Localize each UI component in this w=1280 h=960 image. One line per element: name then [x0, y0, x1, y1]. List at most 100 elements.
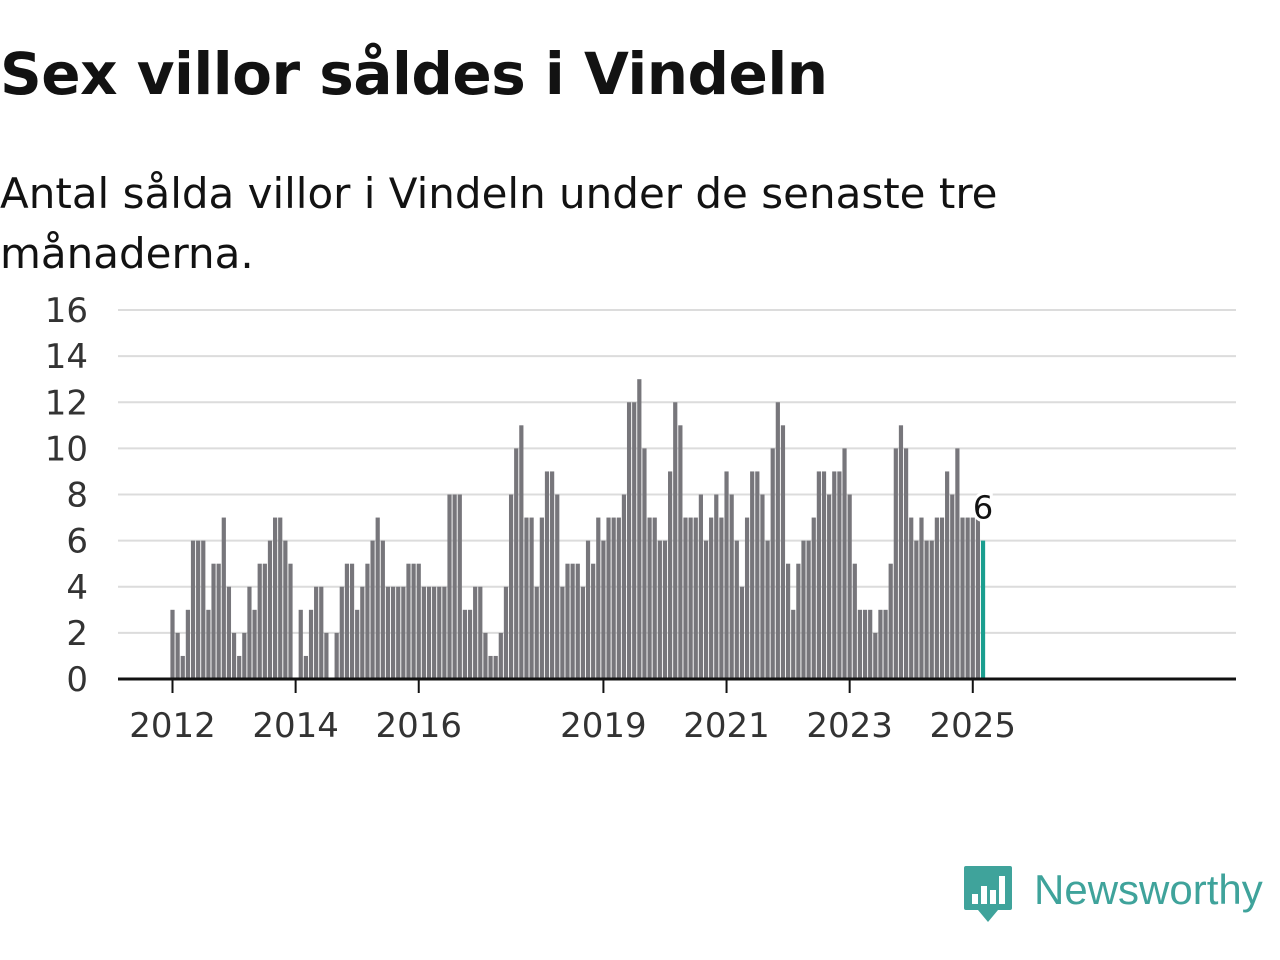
- bar: [945, 471, 950, 679]
- bar: [257, 563, 262, 679]
- bar: [416, 563, 421, 679]
- bar: [888, 563, 893, 679]
- bar: [447, 494, 452, 679]
- bar: [390, 586, 396, 679]
- bar: [529, 517, 534, 679]
- bar: [796, 563, 801, 679]
- bar: [406, 563, 411, 679]
- bar: [703, 540, 709, 680]
- bar: [626, 402, 632, 679]
- bar: [375, 517, 380, 679]
- bar: [534, 586, 539, 679]
- bar: [334, 632, 339, 680]
- bar: [847, 494, 852, 679]
- bar: [760, 494, 765, 679]
- bar: [909, 517, 914, 679]
- bar: [339, 586, 344, 679]
- bar: [591, 563, 596, 679]
- bar: [878, 609, 883, 679]
- bar: [401, 586, 406, 679]
- bar: [273, 517, 278, 679]
- brand-name: Newsworthy: [1034, 866, 1263, 913]
- bar: [221, 517, 226, 679]
- bar: [852, 563, 857, 679]
- bar: [514, 448, 519, 680]
- bar: [729, 494, 734, 679]
- x-tick-label: 2025: [930, 706, 1017, 746]
- bar: [201, 540, 206, 680]
- y-tick-label: 6: [66, 522, 88, 562]
- bar: [242, 632, 247, 680]
- bar: [365, 563, 370, 679]
- bar: [862, 609, 868, 679]
- bar: [811, 517, 816, 679]
- highlight-value-label: 6: [973, 489, 993, 527]
- x-tick-label: 2019: [560, 706, 647, 746]
- bar: [668, 471, 673, 679]
- bar: [170, 609, 175, 679]
- bar: [975, 517, 981, 679]
- bar: [344, 563, 350, 679]
- bar: [298, 609, 303, 679]
- bar: [278, 517, 283, 679]
- x-tick-label: 2016: [375, 706, 462, 746]
- bar: [267, 540, 273, 680]
- bar: [801, 540, 806, 680]
- bar: [924, 540, 929, 680]
- bar: [791, 609, 796, 679]
- bar: [442, 586, 447, 679]
- bar: [652, 517, 657, 679]
- bar: [719, 517, 724, 679]
- bar: [934, 517, 939, 679]
- bar: [493, 655, 498, 679]
- bar: [919, 517, 924, 679]
- bar: [842, 448, 847, 680]
- bar: [637, 379, 642, 679]
- bar: [770, 448, 775, 680]
- bar: [744, 517, 750, 679]
- y-tick-label: 12: [45, 383, 88, 423]
- y-tick-label: 2: [66, 614, 88, 654]
- bar: [647, 517, 652, 679]
- bar: [734, 540, 739, 680]
- bar: [211, 563, 216, 679]
- bar: [185, 609, 190, 679]
- bar: [560, 586, 565, 679]
- bar: [478, 586, 483, 679]
- bar: [739, 586, 745, 679]
- bar: [432, 586, 437, 679]
- bar: [539, 517, 544, 679]
- bar: [247, 586, 252, 679]
- bar: [596, 517, 601, 679]
- bar: [308, 609, 314, 679]
- chart-title: Sex villor såldes i Vindeln: [0, 40, 828, 108]
- bar: [467, 609, 473, 679]
- bar: [452, 494, 457, 679]
- bar: [421, 586, 426, 679]
- bar: [903, 448, 909, 680]
- bar: [832, 471, 837, 679]
- bar: [939, 517, 945, 679]
- bar: [483, 632, 488, 680]
- bar: [314, 586, 319, 679]
- bar: [226, 586, 232, 679]
- bar: [426, 586, 432, 679]
- bar: [601, 540, 606, 680]
- bar: [437, 586, 442, 679]
- bar: [231, 632, 237, 680]
- y-tick-label: 0: [66, 660, 88, 700]
- bar: [237, 655, 242, 679]
- y-axis-ticks: 0 2 4 6 8 10 12 14 16: [45, 291, 88, 700]
- bar: [724, 471, 729, 679]
- bar: [498, 632, 503, 680]
- x-tick-label: 2012: [129, 706, 216, 746]
- bar: [755, 471, 760, 679]
- newsworthy-logo[interactable]: Newsworthy: [962, 864, 1280, 928]
- bar: [196, 540, 201, 680]
- bar: [544, 471, 550, 679]
- bar: [473, 586, 478, 679]
- bar: [319, 586, 324, 679]
- bar: [370, 540, 375, 680]
- x-tick-label: 2014: [252, 706, 339, 746]
